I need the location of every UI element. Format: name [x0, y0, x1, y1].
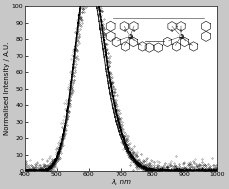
Y-axis label: Normalised Intensity / A.U.: Normalised Intensity / A.U.	[4, 42, 10, 135]
X-axis label: λ, nm: λ, nm	[111, 179, 131, 185]
